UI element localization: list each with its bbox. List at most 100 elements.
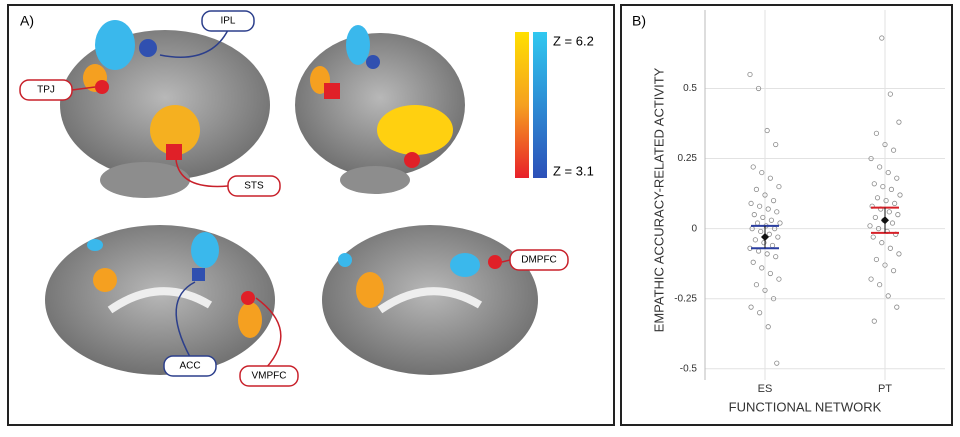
data-point: [877, 282, 883, 288]
data-point: [879, 240, 885, 246]
data-point: [886, 209, 892, 215]
data-point: [760, 214, 766, 221]
data-point: [762, 192, 768, 198]
data-point: [774, 209, 780, 215]
data-point: [747, 71, 753, 78]
data-point: [896, 119, 902, 125]
x-axis-title: FUNCTIONAL NETWORK: [729, 399, 882, 414]
data-point: [755, 85, 762, 92]
data-point: [767, 175, 773, 181]
panel-b: B) EMPATHIC ACCURACY-RELATED ACTIVITY FU…: [620, 4, 953, 426]
data-point: [882, 262, 888, 268]
data-point: [754, 220, 761, 226]
data-point: [776, 183, 782, 190]
data-point: [776, 276, 782, 282]
region-label: TPJ: [37, 85, 55, 96]
data-point: [890, 147, 897, 153]
mean-marker: [881, 216, 889, 225]
region-boxes: [19, 10, 569, 387]
data-point: [867, 223, 873, 229]
data-point: [890, 268, 897, 274]
brain-medial-right: [322, 225, 538, 375]
data-point: [774, 360, 780, 366]
region-label: VMPFC: [252, 371, 287, 382]
data-point: [769, 242, 776, 249]
data-point: [751, 212, 757, 218]
data-point: [868, 155, 874, 162]
region-label: IPL: [220, 16, 235, 27]
data-point: [877, 164, 883, 170]
region-labels: [71, 29, 511, 369]
data-point: [897, 192, 903, 198]
region-label: STS: [244, 181, 264, 192]
data-point: [882, 141, 888, 148]
data-point: [768, 217, 775, 223]
data-point: [875, 226, 882, 232]
y-tick-label: -0.5: [680, 363, 698, 374]
data-point: [894, 175, 900, 181]
data-point: [752, 237, 758, 243]
colorbar: Z = 6.2 Z = 3.1: [515, 32, 594, 178]
y-tick-label: 0.5: [683, 83, 697, 94]
data-point: [765, 206, 771, 212]
data-point: [874, 195, 881, 201]
data-point: [750, 164, 756, 170]
x-tick-label: PT: [878, 383, 892, 395]
region-label: ACC: [179, 361, 200, 372]
scale-min: Z = 3.1: [553, 163, 594, 178]
panel-label: A): [20, 13, 34, 29]
data-point: [883, 198, 889, 204]
y-tick-label: -0.25: [674, 293, 697, 304]
data-point: [758, 228, 764, 235]
data-point: [887, 245, 893, 251]
data-point: [764, 251, 770, 257]
data-point: [871, 318, 877, 324]
data-point: [755, 248, 762, 254]
panel-border: [620, 4, 953, 426]
data-point: [757, 203, 763, 209]
data-point: [761, 240, 767, 246]
data-point: [885, 169, 891, 176]
panel-label: B): [632, 13, 646, 29]
y-tick-label: 0.25: [678, 153, 698, 164]
data-point: [873, 256, 880, 263]
data-point: [871, 181, 877, 187]
data-point: [767, 270, 773, 277]
data-point: [885, 293, 891, 299]
scale-max: Z = 6.2: [553, 33, 594, 48]
data-point: [764, 127, 770, 134]
brain-lateral-right: [295, 25, 465, 194]
data-point: [889, 220, 896, 226]
data-point: [753, 186, 760, 192]
data-point: [879, 35, 885, 41]
panel-a: A) Z = 6.2 Z = 3.1 IPL: [7, 4, 615, 426]
data-point: [757, 310, 763, 316]
brain-medial-left: [45, 225, 275, 375]
mean-marker: [761, 233, 769, 242]
panel-border: [7, 4, 615, 426]
data-point: [872, 214, 878, 221]
data-point: [870, 234, 876, 240]
data-point: [773, 254, 779, 260]
data-point: [759, 169, 765, 176]
x-tick-label: ES: [758, 383, 773, 395]
region-label: DMPFC: [521, 255, 557, 266]
data-point: [896, 251, 902, 257]
y-axis-title: EMPATHIC ACCURACY-RELATED ACTIVITY: [651, 67, 666, 332]
data-point: [777, 220, 783, 226]
data-point: [770, 296, 777, 302]
data-point: [748, 200, 754, 207]
data-point: [766, 231, 772, 237]
data-point: [762, 287, 768, 293]
data-point: [753, 282, 760, 288]
data-point: [894, 304, 900, 310]
data-point: [873, 130, 880, 136]
data-point: [765, 324, 771, 330]
y-tick-label: 0: [691, 223, 697, 234]
data-point: [773, 141, 779, 148]
data-point: [770, 198, 777, 204]
data-point: [888, 186, 895, 192]
data-point: [887, 91, 893, 97]
data-point: [775, 234, 781, 240]
